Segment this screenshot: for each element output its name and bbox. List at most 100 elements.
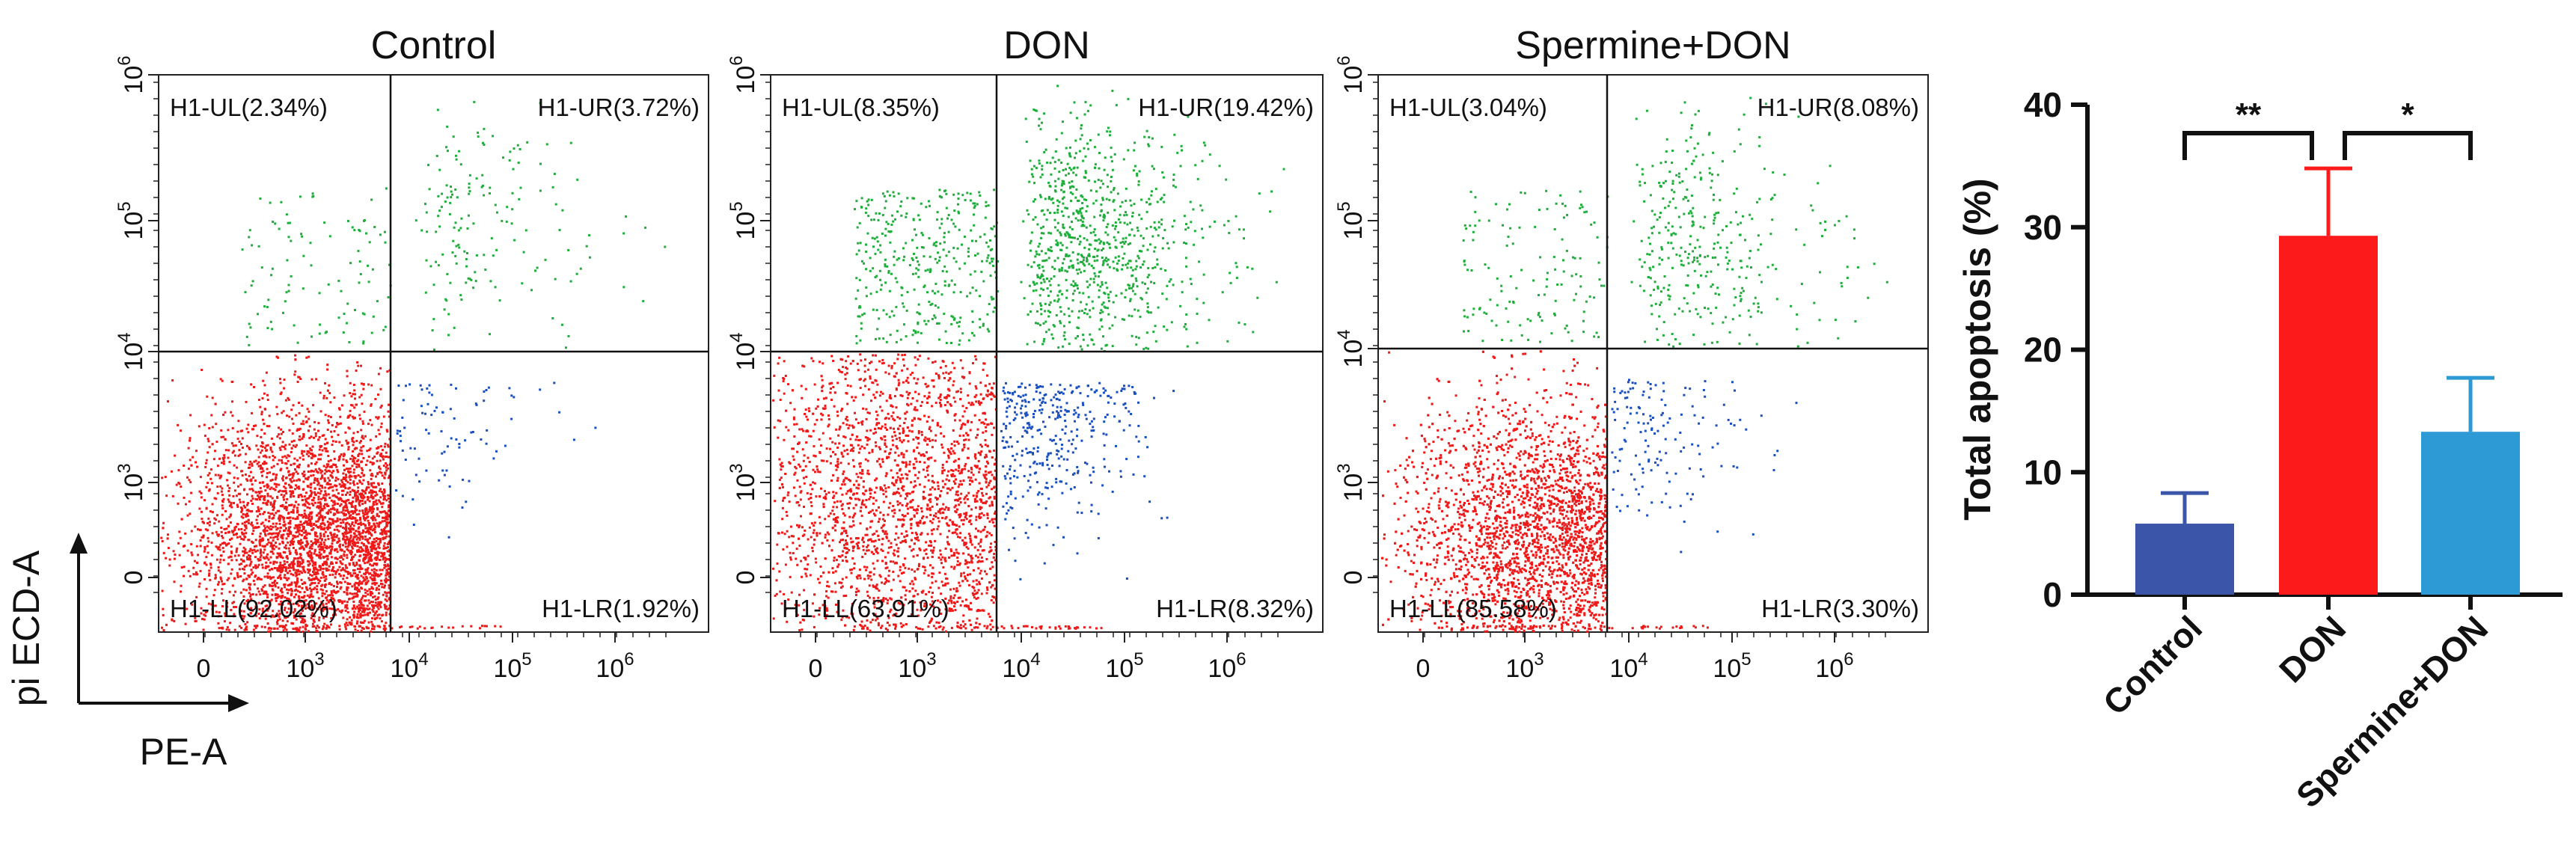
event-dot	[314, 432, 317, 435]
event-dot	[278, 509, 281, 512]
event-dot	[887, 574, 890, 577]
event-dot	[326, 450, 329, 453]
event-dot	[295, 569, 298, 571]
event-dot	[962, 434, 965, 437]
event-dot	[358, 588, 361, 591]
event-dot	[269, 201, 272, 204]
event-dot	[324, 490, 327, 493]
event-dot	[465, 500, 468, 503]
event-dot	[242, 513, 245, 515]
event-dot	[385, 466, 388, 469]
event-dot	[354, 506, 357, 509]
event-dot	[453, 326, 456, 329]
event-dot	[322, 551, 325, 554]
event-dot	[305, 356, 308, 359]
event-dot	[519, 186, 522, 189]
event-dot	[323, 622, 326, 625]
event-dot	[369, 611, 371, 614]
event-dot	[835, 468, 838, 471]
event-dot	[279, 603, 282, 606]
event-dot	[291, 476, 294, 479]
event-dot	[383, 629, 386, 632]
event-dot	[364, 518, 367, 521]
event-dot	[960, 492, 963, 495]
event-dot	[382, 536, 385, 539]
event-dot	[275, 545, 278, 548]
event-dot	[344, 526, 347, 529]
event-dot	[356, 545, 359, 548]
event-dot	[385, 523, 388, 526]
event-dot	[644, 226, 647, 229]
event-dot	[325, 602, 328, 605]
event-dot	[475, 177, 478, 180]
event-dot	[361, 435, 364, 438]
event-dot	[901, 525, 904, 528]
event-dot	[284, 529, 287, 532]
event-dot	[372, 485, 375, 488]
event-dot	[375, 610, 378, 613]
event-dot	[287, 528, 290, 531]
event-dot	[368, 536, 371, 539]
event-dot	[387, 445, 390, 448]
event-dot	[308, 417, 310, 420]
event-dot	[281, 534, 284, 537]
event-dot	[975, 527, 977, 530]
event-dot	[338, 482, 341, 485]
event-dot	[306, 568, 309, 571]
event-dot	[277, 569, 280, 572]
event-dot	[934, 488, 937, 491]
event-dot	[227, 628, 230, 631]
event-dot	[355, 403, 358, 406]
event-dot	[354, 595, 357, 598]
event-dot	[383, 491, 386, 494]
event-dot	[379, 606, 382, 609]
event-dot	[349, 491, 352, 493]
event-dot	[199, 569, 202, 572]
event-dot	[287, 529, 290, 532]
event-dot	[575, 272, 578, 275]
event-dot	[325, 569, 328, 572]
event-dot	[328, 465, 331, 468]
event-dot	[259, 559, 262, 562]
event-dot	[299, 600, 302, 603]
event-dot	[248, 592, 251, 595]
event-dot	[309, 583, 312, 586]
event-dot	[976, 500, 979, 503]
event-dot	[344, 509, 347, 512]
event-dot	[303, 474, 306, 477]
event-dot	[328, 235, 331, 238]
event-dot	[311, 622, 314, 625]
event-dot	[926, 557, 929, 560]
event-dot	[359, 613, 362, 616]
event-dot	[385, 595, 388, 598]
event-dot	[302, 595, 305, 598]
event-dot	[324, 331, 327, 334]
event-dot	[344, 564, 347, 567]
event-dot	[928, 509, 931, 512]
event-dot	[373, 628, 376, 631]
event-dot	[927, 474, 929, 476]
event-dot	[319, 545, 322, 548]
event-dot	[325, 606, 328, 608]
event-dot	[333, 528, 336, 531]
event-dot	[239, 536, 242, 539]
event-dot	[254, 626, 257, 629]
event-dot	[915, 533, 918, 536]
event-dot	[367, 264, 369, 267]
event-dot	[277, 577, 280, 579]
event-dot	[351, 454, 354, 457]
event-dot	[284, 447, 287, 450]
event-dot	[362, 543, 365, 546]
event-dot	[386, 608, 389, 611]
event-dot	[385, 622, 388, 625]
event-dot	[296, 459, 299, 462]
event-dot	[236, 506, 239, 508]
event-dot	[254, 491, 257, 494]
event-dot	[251, 503, 254, 505]
event-dot	[897, 379, 900, 381]
event-dot	[362, 479, 365, 482]
event-dot	[307, 471, 310, 473]
event-dot	[270, 437, 273, 440]
event-dot	[438, 479, 441, 482]
event-dot	[257, 448, 260, 451]
